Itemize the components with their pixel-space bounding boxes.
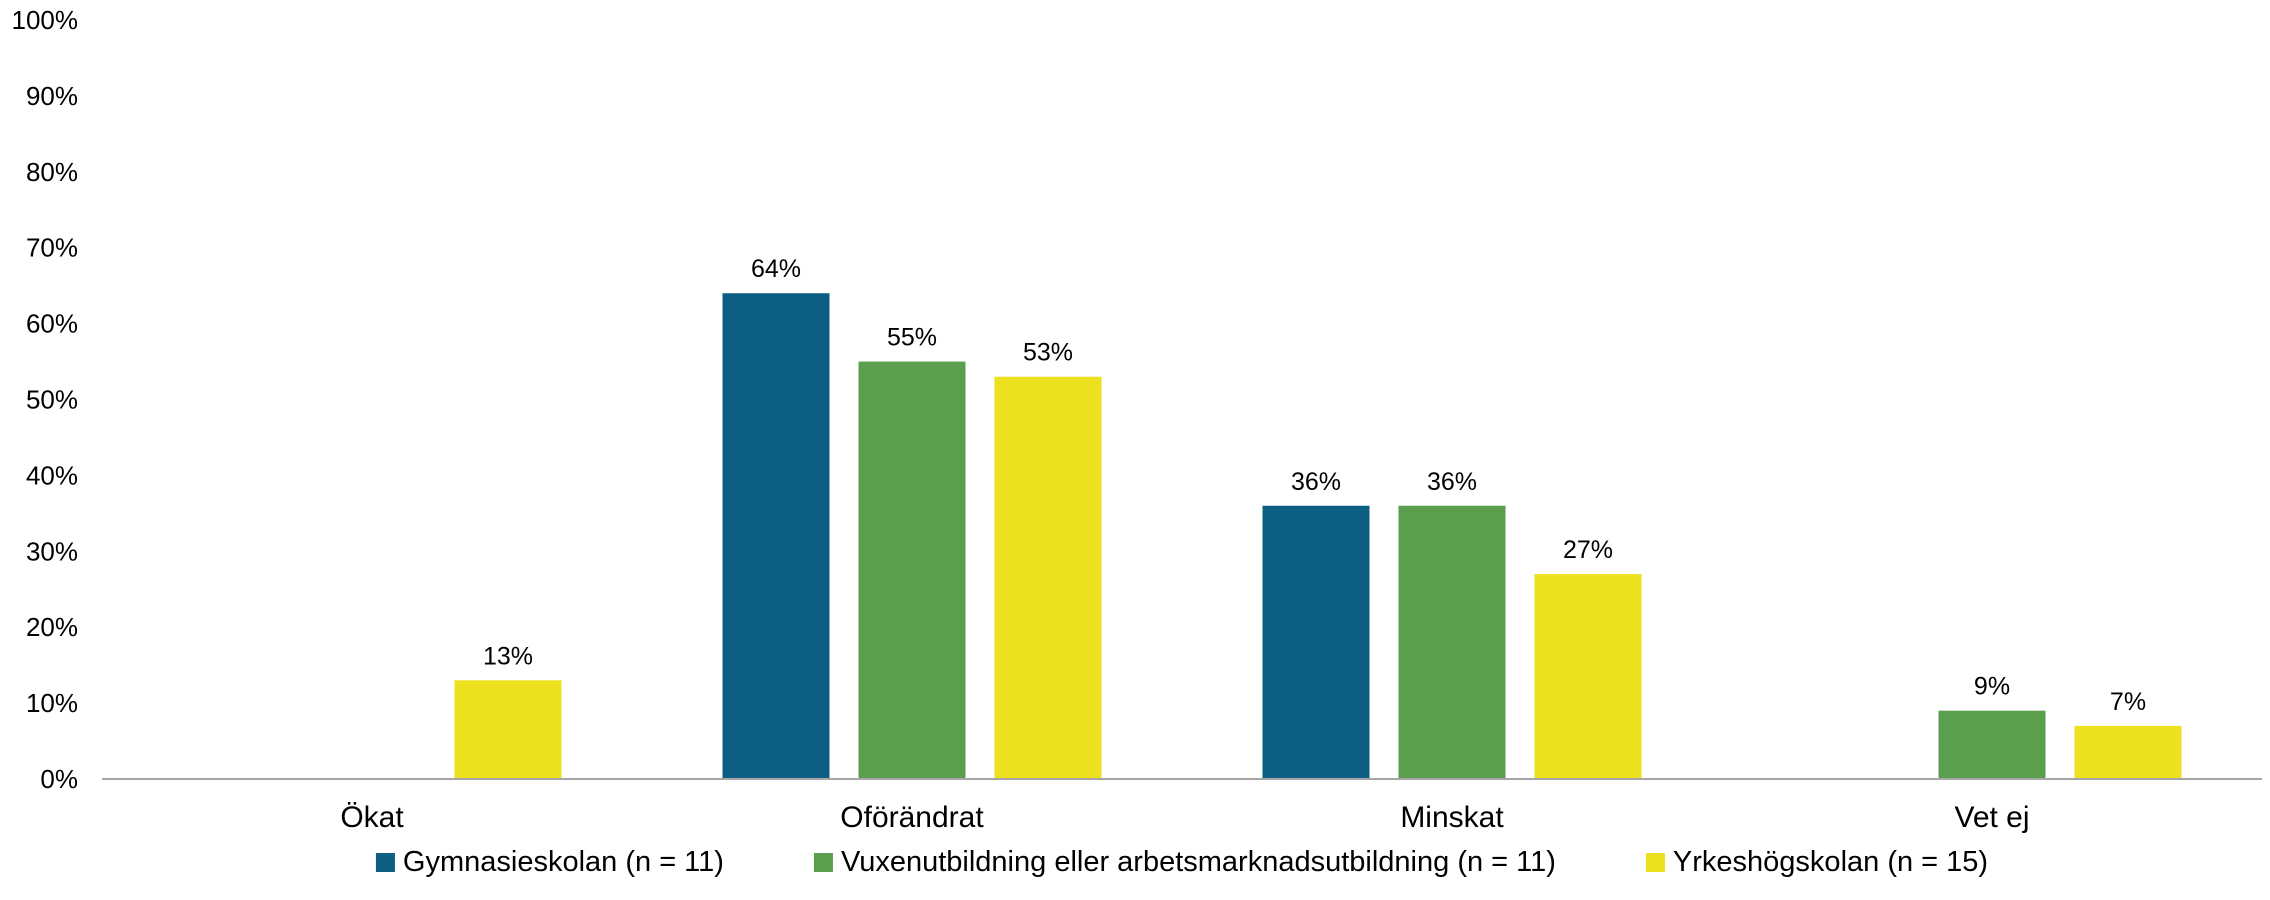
y-tick-label: 50% — [26, 385, 78, 415]
data-label: 36% — [1427, 468, 1477, 496]
legend-swatch — [813, 853, 833, 872]
bar — [994, 376, 1102, 779]
y-tick-label: 60% — [26, 309, 78, 339]
y-tick-label: 90% — [26, 81, 78, 111]
legend-label: Vuxenutbildning eller arbetsmarknadsutbi… — [841, 846, 1556, 878]
legend-item: Gymnasieskolan (n = 11) — [375, 846, 724, 878]
data-labels-layer: 13% 64% 55% 53% 36% 36% 27% 9% 7% — [483, 255, 2146, 716]
y-tick-label: 0% — [40, 764, 78, 794]
legend-item: Yrkeshögskolan (n = 15) — [1645, 846, 1988, 878]
bar — [1262, 505, 1370, 779]
legend-swatch — [375, 853, 395, 872]
bar — [1938, 710, 2046, 779]
legend: Gymnasieskolan (n = 11) Vuxenutbildning e… — [375, 846, 1988, 878]
x-category-label: Minskat — [1400, 801, 1504, 834]
bar — [722, 293, 830, 779]
bar — [454, 680, 562, 779]
y-tick-label: 30% — [26, 536, 78, 566]
bar — [2074, 725, 2182, 779]
bar — [858, 361, 966, 779]
bar — [1398, 505, 1506, 779]
x-category-label: Ökat — [340, 801, 404, 834]
y-tick-label: 20% — [26, 612, 78, 642]
y-tick-label: 40% — [26, 460, 78, 490]
data-label: 55% — [887, 324, 937, 352]
data-label: 9% — [1974, 673, 2010, 701]
x-category-label: Oförändrat — [840, 801, 984, 834]
data-label: 64% — [751, 255, 801, 283]
data-label: 36% — [1291, 468, 1341, 496]
legend-item: Vuxenutbildning eller arbetsmarknadsutbi… — [813, 846, 1556, 878]
legend-label: Yrkeshögskolan (n = 15) — [1673, 846, 1988, 878]
bar — [1534, 574, 1642, 779]
x-axis-categories: Ökat Oförändrat Minskat Vet ej — [340, 801, 2029, 834]
legend-label: Gymnasieskolan (n = 11) — [403, 846, 724, 878]
data-label: 53% — [1023, 339, 1073, 367]
bars-layer — [454, 293, 2182, 779]
data-label: 13% — [483, 642, 533, 670]
y-axis-ticks: 0% 10% 20% 30% 40% 50% 60% 70% 80% 90% 100% — [12, 5, 79, 794]
legend-swatch — [1645, 853, 1665, 872]
y-tick-label: 70% — [26, 233, 78, 263]
data-label: 7% — [2110, 688, 2146, 716]
y-tick-label: 10% — [26, 688, 78, 718]
y-tick-label: 100% — [12, 5, 79, 35]
y-tick-label: 80% — [26, 157, 78, 187]
x-category-label: Vet ej — [1954, 801, 2029, 834]
data-label: 27% — [1563, 536, 1613, 564]
